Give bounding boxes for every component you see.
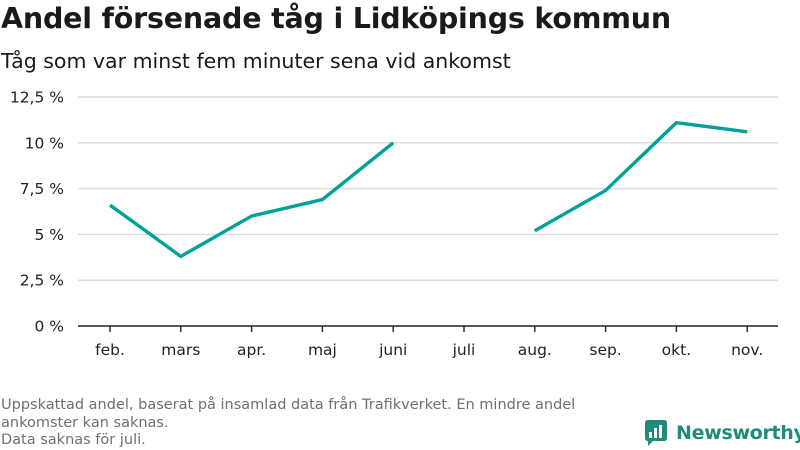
y-tick-label: 7,5 %: [20, 180, 64, 198]
y-tick-label: 10 %: [25, 134, 64, 152]
x-tick-label: juli: [452, 341, 476, 359]
footnote-line: Data saknas för juli.: [1, 432, 146, 448]
footnote-line: Uppskattad andel, baserat på insamlad da…: [1, 397, 576, 413]
x-tick-label: feb.: [95, 341, 125, 359]
series-line-segment: [533, 120, 748, 233]
x-tick-label: juni: [378, 341, 407, 359]
chart-subtitle: Tåg som var minst fem minuter sena vid a…: [1, 49, 511, 73]
logo-text: Newsworthy: [676, 422, 800, 444]
x-tick-label: nov.: [731, 341, 763, 359]
y-tick-label: 2,5 %: [20, 272, 64, 290]
y-tick-label: 5 %: [34, 226, 64, 244]
x-tick-label: mars: [161, 341, 200, 359]
y-tick-label: 0 %: [34, 318, 64, 336]
x-tick-label: aug.: [518, 341, 552, 359]
x-tick-label: okt.: [662, 341, 691, 359]
x-tick-label: apr.: [237, 341, 266, 359]
series-line-segment: [109, 141, 395, 259]
chart-footnote: Uppskattad andel, baserat på insamlad da…: [1, 397, 641, 450]
line-chart: 0 % 2,5 % 5 % 7,5 % 10 % 12,5 % feb. mars apr. m…: [10, 89, 778, 359]
chart-title: Andel försenade tåg i Lidköpings kommun: [1, 2, 671, 35]
x-tick-label: maj: [308, 341, 337, 359]
footnote-line: ankomster kan saknas.: [1, 414, 169, 431]
newsworthy-logo-icon: [645, 420, 667, 446]
x-tick-label: sep.: [589, 341, 621, 359]
y-tick-label: 12,5 %: [10, 89, 64, 107]
newsworthy-logo: Newsworthy: [644, 419, 800, 447]
